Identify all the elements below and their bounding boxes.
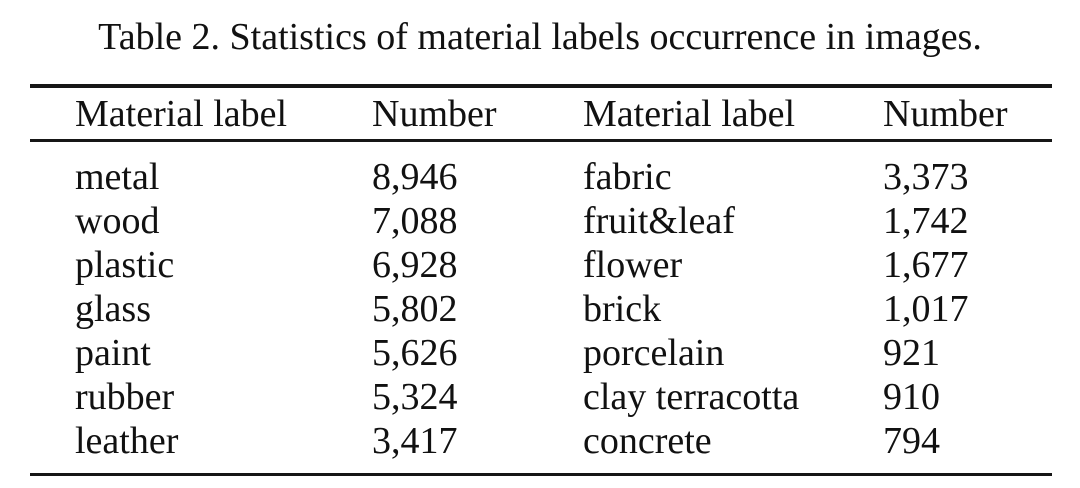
table-row: paint 5,626 porcelain 921 [30,331,1052,375]
material-label-cell: concrete [583,420,712,462]
count-cell: 1,742 [883,200,969,242]
material-label-cell: glass [75,288,151,330]
column-header-number-1: Number [372,92,497,135]
table-row: plastic 6,928 flower 1,677 [30,243,1052,287]
count-cell: 7,088 [372,200,458,242]
count-cell: 3,417 [372,420,458,462]
material-label-cell: clay terracotta [583,376,800,418]
table-header-row: Material label Number Material label Num… [30,88,1052,139]
material-label-cell: fruit&leaf [583,200,735,242]
table-body: metal 8,946 fabric 3,373 wood 7,088 frui… [30,155,1052,463]
material-label-cell: metal [75,156,160,198]
material-label-cell: rubber [75,376,175,418]
count-cell: 8,946 [372,156,458,198]
table-top-rule [30,84,1052,88]
count-cell: 5,802 [372,288,458,330]
table-bottom-rule [30,473,1052,476]
column-header-material-label-2: Material label [583,92,796,135]
count-cell: 5,324 [372,376,458,418]
material-label-cell: brick [583,288,662,330]
table-row: wood 7,088 fruit&leaf 1,742 [30,199,1052,243]
table-row: leather 3,417 concrete 794 [30,419,1052,463]
material-label-cell: wood [75,200,160,242]
count-cell: 910 [883,376,940,418]
column-header-number-2: Number [883,92,1008,135]
material-label-cell: leather [75,420,179,462]
count-cell: 5,626 [372,332,458,374]
count-cell: 794 [883,420,940,462]
table-row: rubber 5,324 clay terracotta 910 [30,375,1052,419]
table-row: metal 8,946 fabric 3,373 [30,155,1052,199]
column-header-material-label-1: Material label [75,92,288,135]
count-cell: 921 [883,332,940,374]
count-cell: 1,677 [883,244,969,286]
table-row: glass 5,802 brick 1,017 [30,287,1052,331]
material-label-cell: fabric [583,156,672,198]
table-mid-rule [30,139,1052,142]
material-label-cell: plastic [75,244,175,286]
count-cell: 1,017 [883,288,969,330]
material-label-cell: porcelain [583,332,725,374]
table-caption: Table 2. Statistics of material labels o… [98,16,982,58]
material-label-cell: paint [75,332,151,374]
material-label-cell: flower [583,244,683,286]
count-cell: 3,373 [883,156,969,198]
count-cell: 6,928 [372,244,458,286]
